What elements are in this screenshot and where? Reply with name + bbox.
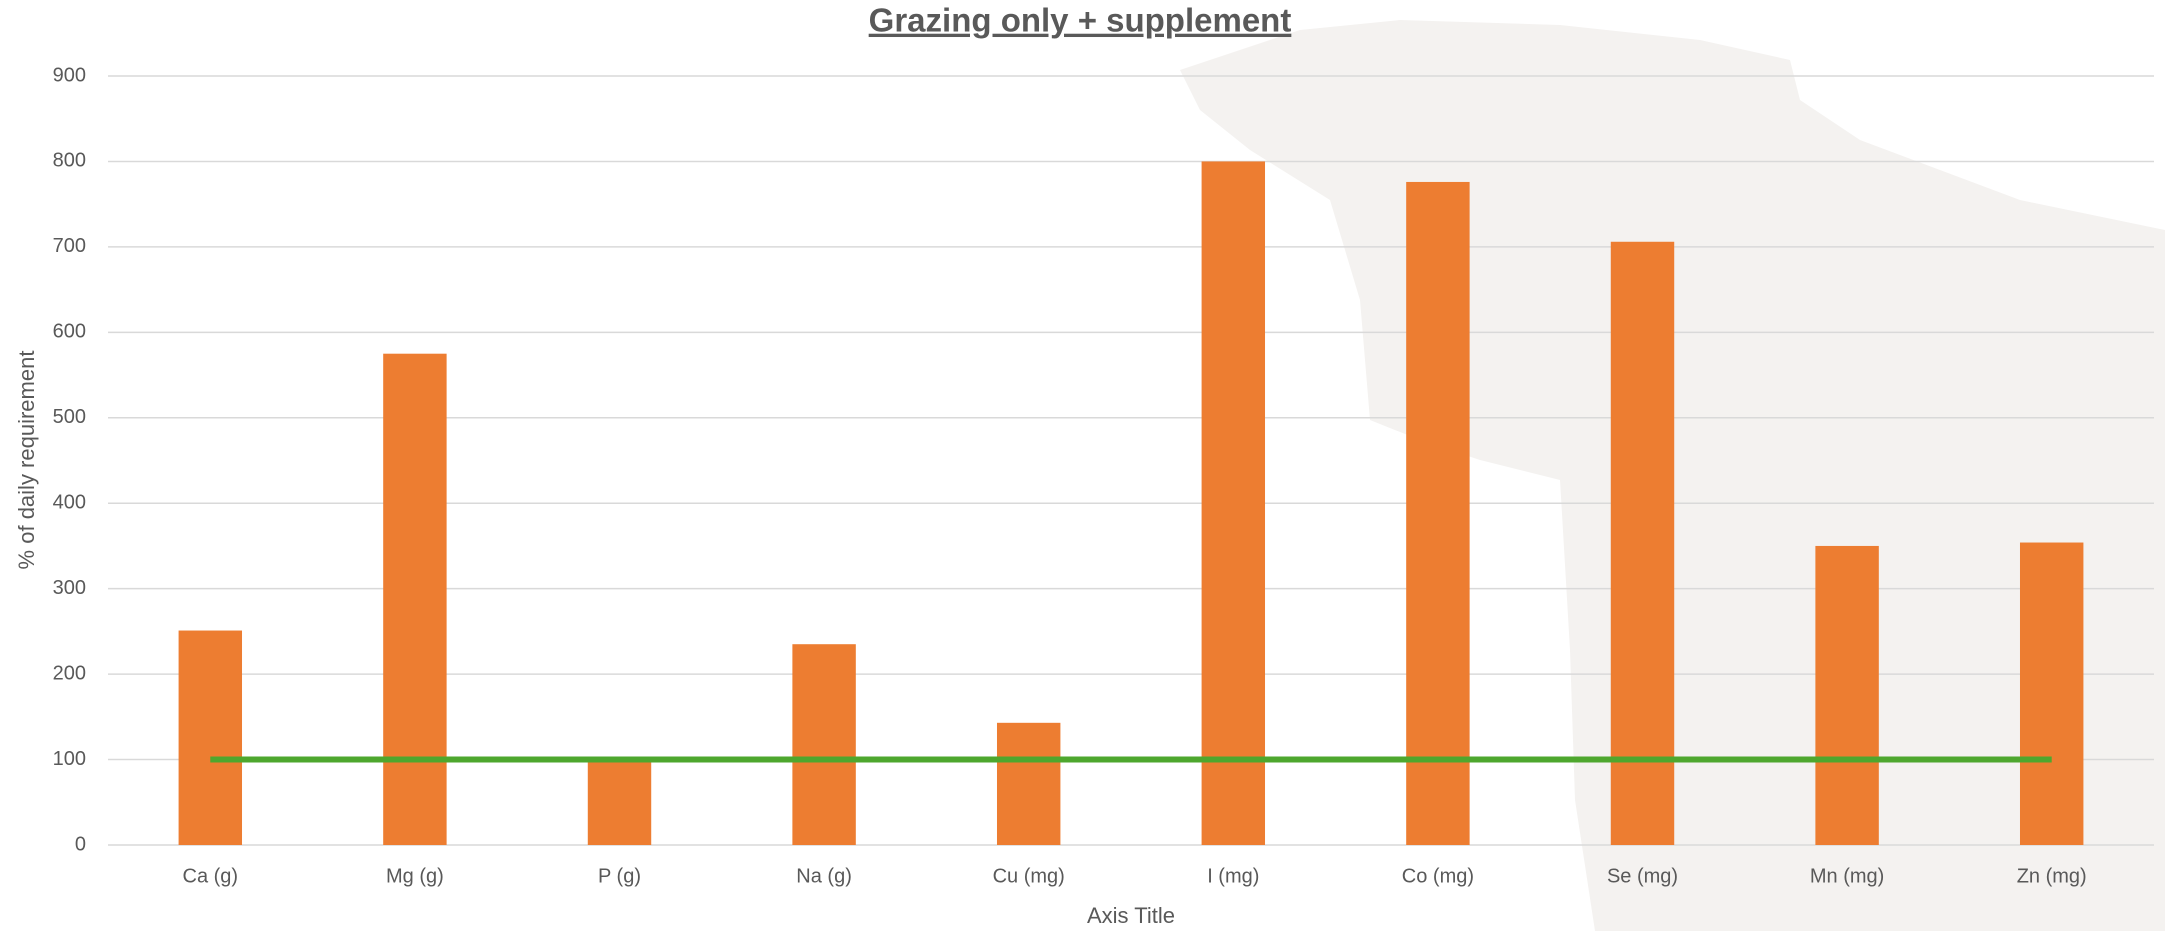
y-tick-label: 700 [53, 235, 86, 257]
x-tick-label: Mn (mg) [1810, 865, 1884, 887]
x-tick-label: Co (mg) [1402, 865, 1474, 887]
bar [1611, 242, 1674, 845]
y-tick-label: 200 [53, 662, 86, 684]
y-tick-label: 300 [53, 577, 86, 599]
x-tick-label: Na (g) [796, 865, 852, 887]
bar [2020, 543, 2083, 845]
x-tick-label: Se (mg) [1607, 865, 1678, 887]
x-tick-label: P (g) [598, 865, 641, 887]
y-tick-label: 600 [53, 321, 86, 343]
y-tick-label: 800 [53, 150, 86, 172]
chart: Grazing only + supplement Axis Title % o… [0, 0, 2165, 931]
y-tick-label: 500 [53, 406, 86, 428]
y-tick-label: 0 [75, 833, 86, 855]
x-axis-title: Axis Title [1087, 903, 1175, 928]
bar [1406, 182, 1469, 845]
x-tick-label: Cu (mg) [993, 865, 1065, 887]
bar [1202, 161, 1265, 845]
bar [383, 354, 446, 845]
x-tick-label: Ca (g) [183, 865, 239, 887]
bar [997, 723, 1060, 845]
y-tick-label: 900 [53, 64, 86, 86]
y-axis-title: % of daily requirement [14, 351, 39, 570]
bar [792, 644, 855, 845]
bar [1815, 546, 1878, 845]
x-tick-label: Zn (mg) [2017, 865, 2087, 887]
chart-title: Grazing only + supplement [869, 2, 1292, 39]
x-tick-label: Mg (g) [386, 865, 444, 887]
x-tick-label: I (mg) [1207, 865, 1259, 887]
y-tick-label: 400 [53, 492, 86, 514]
bar [588, 760, 651, 845]
y-tick-label: 100 [53, 748, 86, 770]
bar [179, 631, 242, 845]
